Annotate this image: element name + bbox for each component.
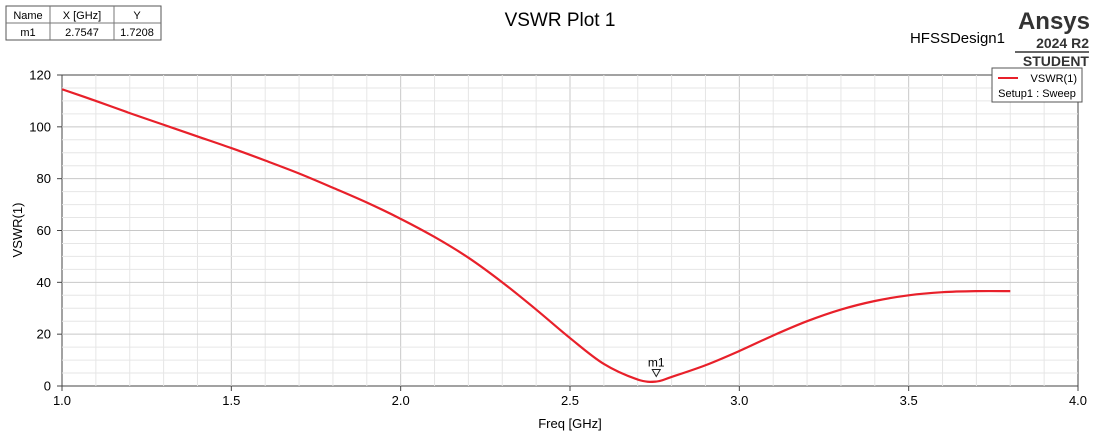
x-tick-label: 3.0 <box>730 393 748 408</box>
marker-layer: m1 <box>648 356 665 378</box>
tick-layer: 1.0 1.5 2.0 2.5 3.0 3.5 4.0 0 20 40 60 80 100 120 <box>29 68 1087 409</box>
x-tick-label: 1.5 <box>222 393 240 408</box>
series-layer <box>61 88 1011 383</box>
marker-label: m1 <box>648 356 665 370</box>
marker-table-cell-y: 1.7208 <box>120 27 154 39</box>
y-tick-label: 20 <box>37 327 51 342</box>
x-tick-label: 4.0 <box>1069 393 1087 408</box>
legend: VSWR(1) Setup1 : Sweep <box>991 67 1083 103</box>
brand-logo: Ansys <box>1018 8 1090 35</box>
marker-table-cell-x: 2.7547 <box>65 27 99 39</box>
x-axis-label: Freq [GHz] <box>538 416 602 431</box>
y-tick-label: 0 <box>44 379 51 394</box>
marker-table-header-x: X [GHz] <box>63 10 102 22</box>
chart-title: VSWR Plot 1 <box>505 10 616 31</box>
x-tick-label: 3.5 <box>900 393 918 408</box>
marker-table: Name X [GHz] Y m1 2.7547 1.7208 <box>5 5 162 41</box>
legend-box <box>991 67 1083 103</box>
x-tick-label: 2.0 <box>392 393 410 408</box>
series-line-vswr <box>61 88 1011 383</box>
marker-table-header-name: Name <box>13 10 42 22</box>
y-tick-label: 100 <box>29 119 51 134</box>
y-tick-label: 60 <box>37 223 51 238</box>
marker-triangle-icon <box>651 369 662 378</box>
x-tick-label: 2.5 <box>561 393 579 408</box>
brand-edition: STUDENT <box>1023 53 1090 69</box>
design-name: HFSSDesign1 <box>910 30 1005 47</box>
marker-table-cell-name: m1 <box>20 27 35 39</box>
brand-version: 2024 R2 <box>1036 35 1089 51</box>
legend-sublabel-vswr: Setup1 : Sweep <box>998 88 1076 100</box>
y-tick-label: 80 <box>37 171 51 186</box>
grid-layer <box>62 75 1078 386</box>
y-axis-label: VSWR(1) <box>10 203 25 258</box>
marker-table-header-y: Y <box>133 10 141 22</box>
x-tick-label: 1.0 <box>53 393 71 408</box>
legend-label-vswr: VSWR(1) <box>1031 73 1077 85</box>
y-tick-label: 40 <box>37 275 51 290</box>
y-tick-label: 120 <box>29 68 51 83</box>
